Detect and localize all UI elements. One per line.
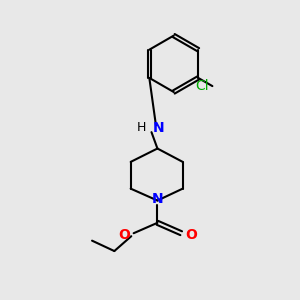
Text: N: N bbox=[152, 192, 163, 206]
Text: O: O bbox=[118, 228, 130, 242]
Text: H: H bbox=[137, 121, 146, 134]
Text: Cl: Cl bbox=[195, 79, 209, 93]
Text: N: N bbox=[153, 121, 165, 135]
Text: O: O bbox=[185, 228, 197, 242]
